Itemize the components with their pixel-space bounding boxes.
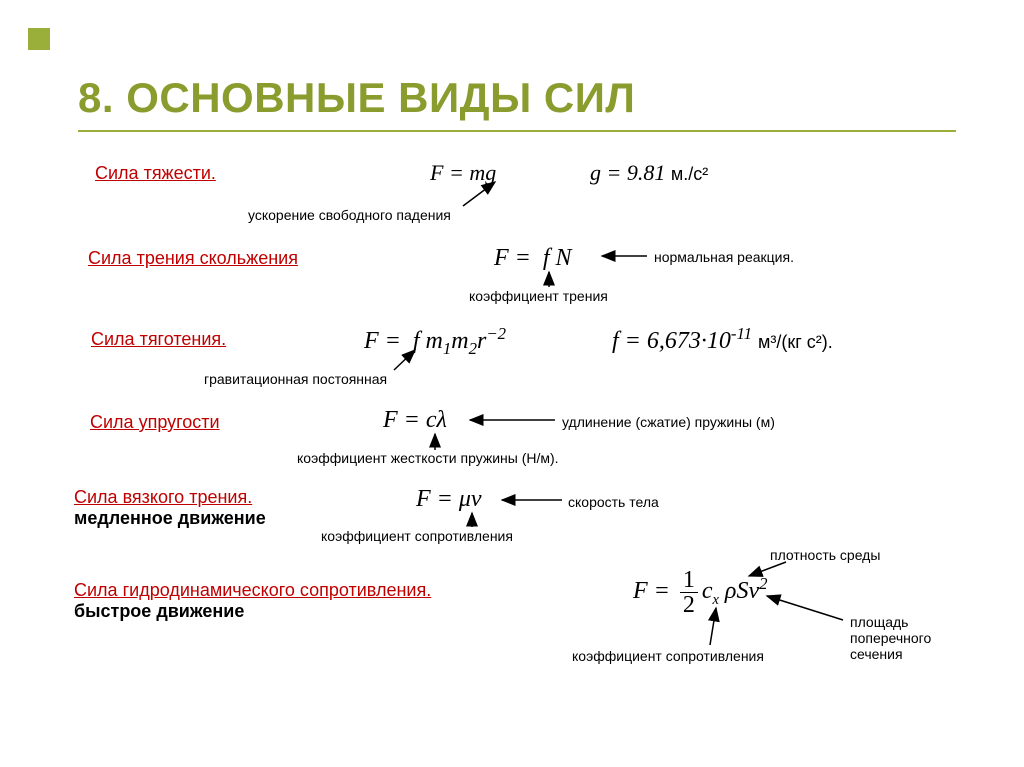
- force-hydro-name: Сила гидродинамического сопротивления.: [74, 580, 431, 601]
- friction-annot1: нормальная реакция.: [654, 249, 794, 265]
- force-viscous-formula: F = μv: [416, 486, 482, 513]
- force-viscous-sub: медленное движение: [74, 508, 266, 529]
- slide-title: 8. ОСНОВНЫЕ ВИДЫ СИЛ: [78, 74, 635, 122]
- gravity-annot: ускорение свободного падения: [248, 207, 451, 223]
- hydro-annot1: плотность среды: [770, 547, 880, 563]
- viscous-annot2: коэффициент сопротивления: [321, 528, 513, 544]
- force-gravity-formula: F = mg: [430, 160, 496, 186]
- force-gravitation-name: Сила тяготения.: [91, 329, 226, 350]
- force-gravitation-formula: F = f m1m2r−2: [364, 324, 506, 359]
- force-friction-formula: F = f N: [494, 245, 572, 272]
- force-elastic-name: Сила упругости: [90, 412, 220, 433]
- force-hydro-sub: быстрое движение: [74, 601, 244, 622]
- accent-square: [28, 28, 50, 50]
- force-gravity-name: Сила тяжести.: [95, 163, 216, 184]
- hydro-annot3: коэффициент сопротивления: [572, 648, 764, 664]
- title-underline: [78, 130, 956, 132]
- elastic-annot2: коэффициент жесткости пружины (Н/м).: [297, 450, 559, 466]
- gravitation-constant: f = 6,673·10-11 м³/(кг с²).: [612, 324, 833, 355]
- force-viscous-name: Сила вязкого трения.: [74, 487, 252, 508]
- viscous-annot1: скорость тела: [568, 494, 659, 510]
- force-friction-name: Сила трения скольжения: [88, 248, 298, 269]
- force-hydro-formula: F = 12cx ρSv2: [633, 568, 767, 617]
- elastic-annot1: удлинение (сжатие) пружины (м): [562, 414, 775, 430]
- force-elastic-formula: F = cλ: [383, 407, 447, 434]
- hydro-annot2: площадь поперечного сечения: [850, 614, 940, 662]
- gravity-constant: g = 9.81 м./с²: [590, 160, 708, 186]
- gravitation-annot: гравитационная постоянная: [204, 371, 387, 387]
- friction-annot2: коэффициент трения: [469, 288, 608, 304]
